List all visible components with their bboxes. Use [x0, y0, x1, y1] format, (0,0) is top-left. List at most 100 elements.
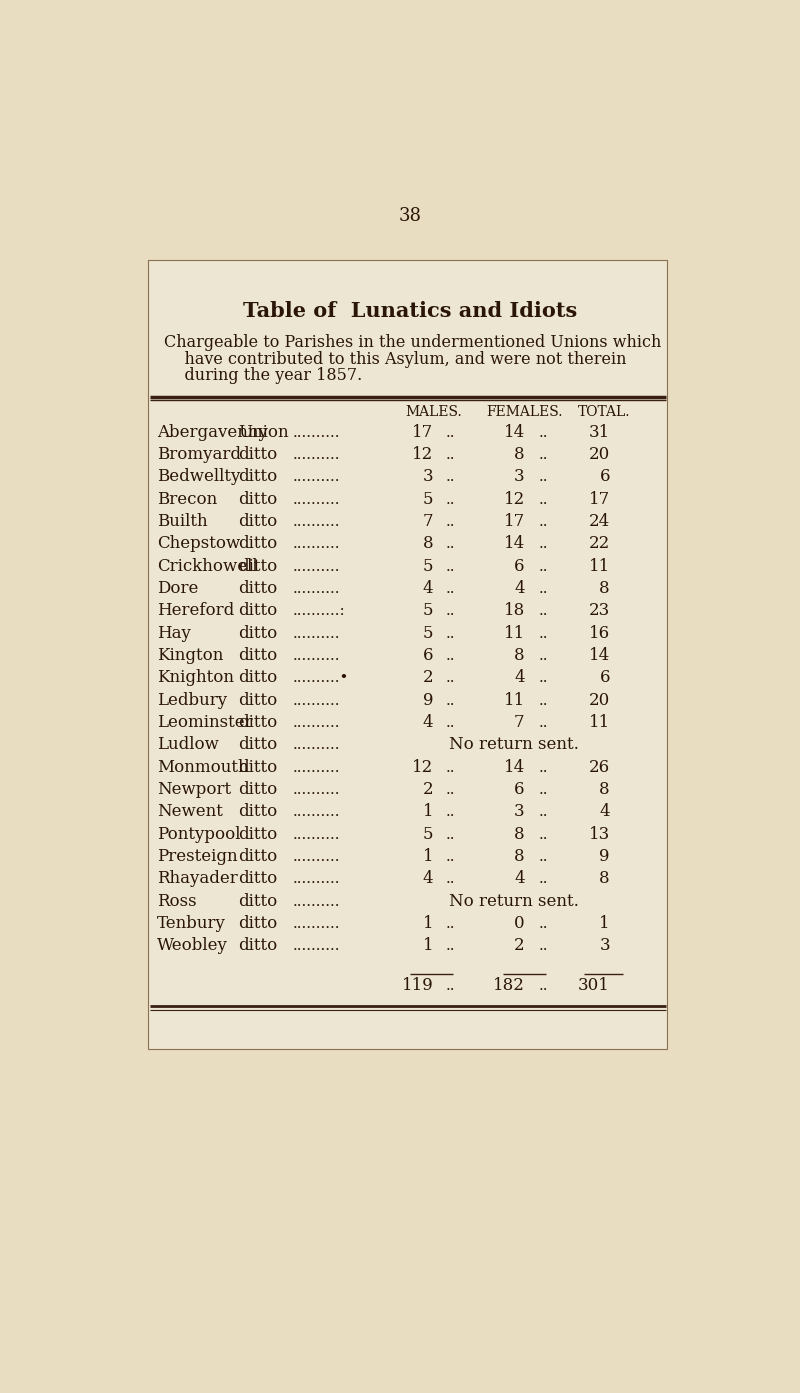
Text: ditto: ditto — [238, 490, 278, 507]
Text: 17: 17 — [589, 490, 610, 507]
Text: 12: 12 — [412, 759, 434, 776]
Text: Dore: Dore — [158, 579, 198, 598]
Text: ditto: ditto — [238, 513, 278, 529]
Text: ..........: .......... — [292, 426, 340, 440]
Text: ..: .. — [538, 978, 548, 993]
Text: Presteign: Presteign — [158, 848, 238, 865]
Text: 5: 5 — [422, 557, 434, 575]
Text: ..: .. — [538, 939, 548, 953]
Text: ..........: .......... — [292, 627, 340, 641]
Text: 5: 5 — [422, 826, 434, 843]
Text: 8: 8 — [514, 646, 525, 664]
Text: ..: .. — [446, 872, 455, 886]
Text: ..: .. — [446, 671, 455, 685]
Text: TOTAL.: TOTAL. — [578, 405, 630, 419]
Text: ..: .. — [446, 627, 455, 641]
Text: 12: 12 — [412, 446, 434, 462]
Text: 14: 14 — [589, 646, 610, 664]
Text: ..: .. — [446, 426, 455, 440]
Text: ditto: ditto — [238, 535, 278, 552]
Text: Pontypool: Pontypool — [158, 826, 241, 843]
Text: 6: 6 — [599, 669, 610, 687]
Text: ..: .. — [538, 538, 548, 552]
Text: ..........: .......... — [292, 515, 340, 529]
Text: No return sent.: No return sent. — [449, 737, 578, 754]
Text: ..: .. — [538, 917, 548, 931]
Text: ..: .. — [538, 426, 548, 440]
Text: Hereford: Hereford — [158, 602, 234, 620]
Text: ..........:: ..........: — [292, 605, 345, 618]
Text: 3: 3 — [514, 468, 525, 485]
Text: 4: 4 — [422, 715, 434, 731]
Text: 7: 7 — [514, 715, 525, 731]
Text: 5: 5 — [422, 490, 434, 507]
Text: ..: .. — [538, 671, 548, 685]
Text: ..........: .......... — [292, 694, 340, 708]
Text: 20: 20 — [589, 446, 610, 462]
Text: ditto: ditto — [238, 915, 278, 932]
Text: ditto: ditto — [238, 557, 278, 575]
Text: 26: 26 — [589, 759, 610, 776]
Text: ..: .. — [446, 605, 455, 618]
Text: 5: 5 — [422, 624, 434, 642]
Text: ..: .. — [538, 694, 548, 708]
Text: ..........: .......... — [292, 716, 340, 730]
Text: ..........: .......... — [292, 582, 340, 596]
Text: 16: 16 — [589, 624, 610, 642]
Text: Hay: Hay — [158, 624, 191, 642]
Text: ditto: ditto — [238, 937, 278, 954]
Text: ..: .. — [538, 783, 548, 797]
Text: Newent: Newent — [158, 804, 223, 820]
Text: 8: 8 — [599, 579, 610, 598]
Text: ..: .. — [538, 449, 548, 462]
Text: ditto: ditto — [238, 737, 278, 754]
Text: 119: 119 — [402, 976, 434, 993]
Text: Weobley: Weobley — [158, 937, 228, 954]
Text: 13: 13 — [589, 826, 610, 843]
Text: Rhayader: Rhayader — [158, 871, 238, 887]
Text: Chepstow: Chepstow — [158, 535, 241, 552]
Text: 6: 6 — [599, 468, 610, 485]
Text: 4: 4 — [514, 579, 525, 598]
Text: ..........: .......... — [292, 850, 340, 864]
Text: ..: .. — [446, 827, 455, 841]
Text: ditto: ditto — [238, 468, 278, 485]
Bar — [148, 259, 667, 1049]
Text: 2: 2 — [422, 669, 434, 687]
Text: ..........: .......... — [292, 805, 340, 819]
Text: ..: .. — [538, 627, 548, 641]
Text: ..: .. — [446, 783, 455, 797]
Text: 8: 8 — [514, 848, 525, 865]
Text: ..........: .......... — [292, 738, 340, 752]
Text: ditto: ditto — [238, 446, 278, 462]
Text: Union: Union — [238, 423, 289, 440]
Text: 1: 1 — [422, 937, 434, 954]
Text: FEMALES.: FEMALES. — [486, 405, 563, 419]
Text: 9: 9 — [422, 691, 434, 709]
Text: Knighton: Knighton — [158, 669, 234, 687]
Text: ditto: ditto — [238, 804, 278, 820]
Text: 5: 5 — [422, 602, 434, 620]
Text: ..........•: ..........• — [292, 671, 349, 685]
Text: ditto: ditto — [238, 579, 278, 598]
Text: ..: .. — [446, 515, 455, 529]
Text: 4: 4 — [422, 579, 434, 598]
Text: Bedwellty: Bedwellty — [158, 468, 241, 485]
Text: ..........: .......... — [292, 917, 340, 931]
Text: 301: 301 — [578, 976, 610, 993]
Text: ..........: .......... — [292, 449, 340, 462]
Text: ..: .. — [538, 805, 548, 819]
Text: ..: .. — [446, 471, 455, 485]
Text: 182: 182 — [493, 976, 525, 993]
Text: 3: 3 — [514, 804, 525, 820]
Text: Tenbury: Tenbury — [158, 915, 226, 932]
Text: 4: 4 — [599, 804, 610, 820]
Text: ..: .. — [538, 515, 548, 529]
Text: 0: 0 — [514, 915, 525, 932]
Text: ..: .. — [446, 538, 455, 552]
Text: 11: 11 — [589, 715, 610, 731]
Text: ditto: ditto — [238, 715, 278, 731]
Text: Chargeable to Parishes in the undermentioned Unions which: Chargeable to Parishes in the undermenti… — [163, 333, 661, 351]
Text: ditto: ditto — [238, 646, 278, 664]
Text: 3: 3 — [422, 468, 434, 485]
